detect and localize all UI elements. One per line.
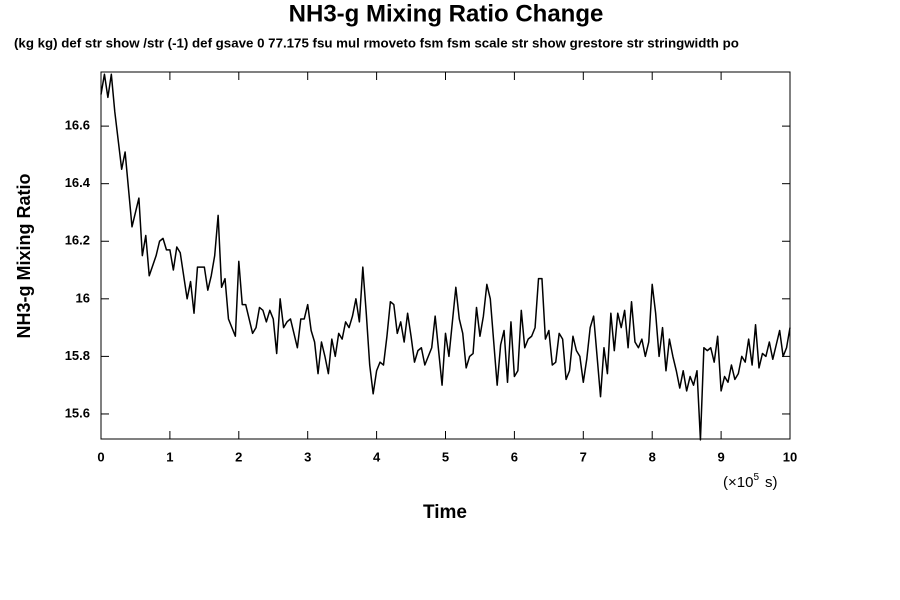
y-tick-label: 16.4 <box>65 175 91 190</box>
x-tick-label: 8 <box>649 449 656 464</box>
x-tick-label: 0 <box>97 449 104 464</box>
x-tick-label: 10 <box>783 449 797 464</box>
x-tick-label: 1 <box>166 449 173 464</box>
chart-title: NH3-g Mixing Ratio Change <box>289 0 604 27</box>
y-axis-label: NH3-g Mixing Ratio <box>14 173 34 338</box>
x-tick-label: 5 <box>442 449 449 464</box>
x-unit-text: (×10 <box>723 474 753 491</box>
x-tick-label: 7 <box>580 449 587 464</box>
plot-frame <box>100 71 791 440</box>
chart-subtitle: (kg kg) def str show /str (-1) def gsave… <box>14 36 739 51</box>
y-tick-label: 15.8 <box>65 348 90 363</box>
x-unit: (×105 s) <box>723 472 778 491</box>
y-tick-label: 16 <box>76 290 90 305</box>
y-tick-label: 16.2 <box>65 233 90 248</box>
x-tick-label: 6 <box>511 449 518 464</box>
x-unit-text: s) <box>765 474 778 491</box>
x-tick-label: 4 <box>373 449 381 464</box>
x-unit-exponent: 5 <box>753 472 759 483</box>
x-tick-label: 2 <box>235 449 242 464</box>
x-tick-label: 3 <box>304 449 311 464</box>
data-line <box>100 73 791 441</box>
y-tick-label: 16.6 <box>65 118 90 133</box>
x-tick-label: 9 <box>717 449 724 464</box>
y-tick-label: 15.6 <box>65 405 90 420</box>
x-axis-label: Time <box>423 502 467 523</box>
